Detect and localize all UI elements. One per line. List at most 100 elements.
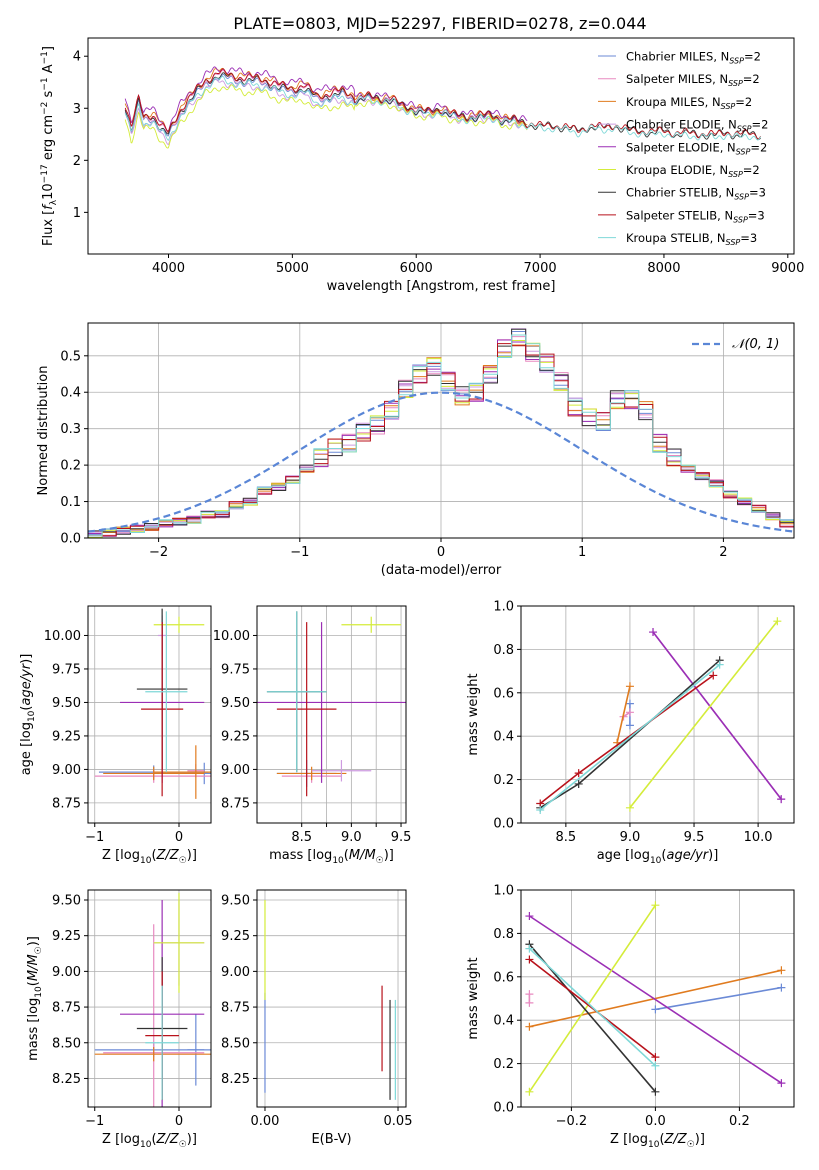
y-tick-label: 0.4	[60, 386, 81, 401]
x-tick-label: 0	[175, 1114, 183, 1129]
x-tick-label: 9000	[771, 261, 804, 276]
x-tick-label: 8000	[647, 261, 680, 276]
y-tick-label: 0.2	[493, 1057, 514, 1072]
plot-area	[88, 323, 794, 538]
y-tick-label: 0.2	[493, 773, 514, 788]
axes-frame	[87, 37, 795, 255]
x-axis-label: Z [log10(Z/Z☉)]	[610, 1132, 705, 1150]
y-tick-label: 9.25	[52, 729, 81, 744]
axes-frame	[87, 889, 212, 1108]
figure-title: PLATE=0803, MJD=52297, FIBERID=0278, z=0…	[233, 14, 646, 33]
data-point	[651, 1053, 660, 1062]
y-tick-label: 0.1	[60, 495, 81, 510]
x-axis-label: mass [log10(M/M☉)]	[269, 848, 394, 866]
x-axis-label: (data-model)/error	[381, 563, 502, 578]
data-point	[651, 1061, 660, 1070]
series-line	[539, 663, 721, 811]
series-line	[652, 631, 782, 800]
axes-frame	[256, 605, 407, 824]
y-tick-label: 0.0	[493, 817, 514, 832]
y-axis-label: mass weight	[466, 673, 481, 755]
x-axis-label: E(B-V)	[311, 1132, 351, 1147]
legend-label: Salpeter MILES, NSSP=2	[626, 72, 760, 88]
y-tick-label: 8.75	[221, 796, 250, 811]
y-tick-label: 3	[73, 102, 81, 117]
y-tick-label: 9.50	[221, 893, 250, 908]
series-line	[629, 620, 778, 809]
y-tick-label: 10.00	[213, 629, 250, 644]
data-point	[525, 1087, 534, 1096]
model-line-kroupa_stelib	[124, 75, 761, 141]
y-tick-label: 0.3	[60, 422, 81, 437]
x-tick-label: 9.0	[620, 830, 641, 845]
series-line	[528, 915, 782, 1084]
data-point	[525, 955, 534, 964]
x-tick-label: 8.5	[556, 830, 577, 845]
axes-frame	[87, 605, 212, 824]
x-tick-label: 9.0	[341, 830, 362, 845]
x-tick-label: 9.5	[391, 830, 412, 845]
legend-label: Kroupa ELODIE, NSSP=2	[626, 163, 760, 179]
y-tick-label: 9.00	[52, 965, 81, 980]
legend-label: Salpeter ELODIE, NSSP=2	[626, 140, 767, 156]
data-point	[715, 660, 724, 669]
data-point	[709, 671, 718, 680]
y-tick-label: 4	[73, 50, 81, 65]
y-tick-label: 1	[73, 206, 81, 221]
data-point	[773, 617, 782, 626]
y-axis-label: Normed distribution	[36, 366, 51, 496]
gaussian-curve	[88, 391, 794, 533]
y-tick-label: 9.50	[52, 893, 81, 908]
y-tick-label: 9.75	[52, 662, 81, 677]
x-axis-label: age [log10(age/yr)]	[597, 848, 719, 866]
plot-area	[521, 890, 794, 1107]
plot-area	[521, 606, 794, 823]
y-tick-label: 8.50	[221, 1036, 250, 1051]
data-point	[777, 1079, 786, 1088]
series-line	[623, 711, 631, 718]
plot-area	[88, 606, 211, 823]
data-point	[525, 1022, 534, 1031]
data-point	[625, 708, 634, 717]
axes-spectrum: 4000 5000 6000 7000 8000 9000 1 2 3 4 wavelength […	[40, 37, 804, 294]
x-tick-label: −1	[290, 545, 309, 560]
axes-frame	[520, 605, 795, 824]
x-tick-label: 0.2	[729, 1114, 750, 1129]
y-tick-label: 8.75	[52, 796, 81, 811]
y-tick-label: 0.5	[60, 349, 81, 364]
legend-label: Salpeter STELIB, NSSP=3	[626, 208, 765, 224]
plot-area	[257, 890, 406, 1107]
plot-area	[257, 606, 406, 823]
y-tick-label: 8.75	[52, 1001, 81, 1016]
x-tick-label: −2	[149, 545, 168, 560]
x-tick-label: 0	[437, 545, 445, 560]
data-point	[625, 682, 634, 691]
y-tick-label: 0.4	[493, 730, 514, 745]
data-point	[525, 944, 534, 953]
series-line	[655, 986, 782, 1011]
series-line	[529, 969, 782, 1028]
axes-age-vs-mass: 8.5 9.0 9.5 8.75 9.00 9.25 9.50 9.75 10.00 mass […	[213, 605, 412, 866]
y-tick-label: 9.00	[221, 965, 250, 980]
y-tick-label: 9.50	[52, 696, 81, 711]
series-line	[616, 686, 631, 743]
model-line-chabrier_elodie	[124, 77, 528, 146]
x-tick-label: 10.0	[744, 830, 773, 845]
x-tick-label: 2	[719, 545, 727, 560]
y-tick-label: 9.00	[221, 763, 250, 778]
y-tick-label: 0.0	[60, 532, 81, 547]
data-point	[651, 1005, 660, 1014]
axes-mass-vs-ebv: 0.00 0.05 8.25 8.50 8.75 9.00 9.25 9.50 E(B-V)	[221, 889, 413, 1147]
axes-residuals: −2 −1 0 1 2 0.0 0.1 0.2 0.3 0.4 0.5 (data-model)/er…	[36, 322, 795, 578]
y-tick-label: 1.0	[493, 884, 514, 899]
data-point	[525, 990, 534, 999]
y-tick-label: 0.6	[493, 970, 514, 985]
data-point	[651, 1087, 660, 1096]
y-tick-label: 0.4	[493, 1014, 514, 1029]
y-tick-label: 10.00	[44, 629, 81, 644]
data-point	[777, 966, 786, 975]
y-tick-label: 1.0	[493, 600, 514, 615]
x-tick-label: 0.05	[384, 1114, 413, 1129]
y-tick-label: 0.0	[493, 1101, 514, 1116]
data-point	[625, 803, 634, 812]
